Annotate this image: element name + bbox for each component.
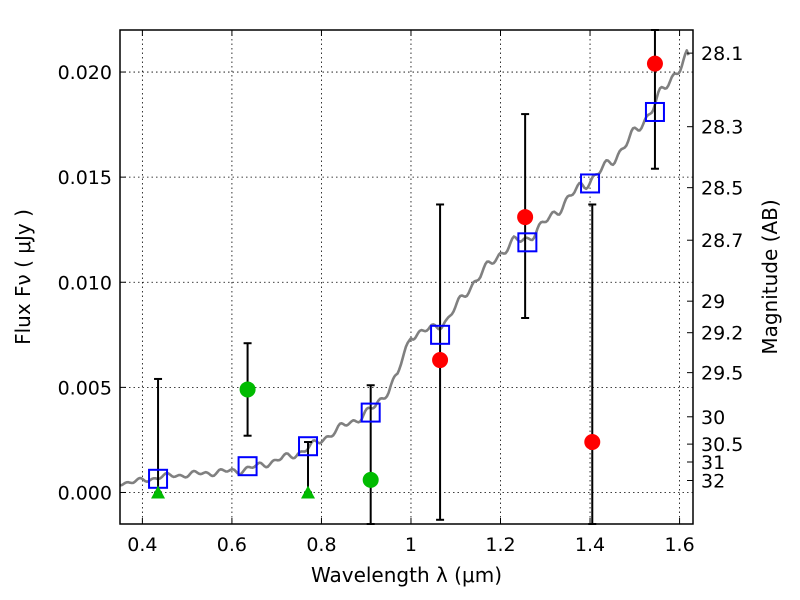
- right-tick-label: 28.1: [701, 43, 743, 65]
- model-flux-point: [580, 173, 601, 194]
- upper-limit-point: [151, 485, 166, 499]
- spectrum-line: [119, 49, 690, 487]
- flux-point: [646, 55, 663, 72]
- right-tick-label: 30: [701, 407, 725, 429]
- y-tick-label: 0.000: [58, 482, 112, 504]
- data-marks: [148, 29, 665, 525]
- flux-point: [362, 471, 379, 488]
- y-tick-label: 0.005: [58, 377, 112, 399]
- y-tick-label: 0.010: [58, 272, 112, 294]
- model-flux-point: [298, 436, 319, 457]
- y-axis-label: Flux Fν ( μJy ): [11, 209, 35, 345]
- flux-point: [517, 209, 534, 226]
- axes: 0.4 0.6 0.8 1 1.2 1.4 1.6 0.000 0.005 0.010 0.015 0…: [58, 30, 743, 556]
- right-tick-label: 28.5: [701, 178, 743, 200]
- x-tick-label: 1.6: [664, 534, 694, 556]
- flux-point: [239, 381, 256, 398]
- model-flux-point: [360, 402, 381, 423]
- right-tick-label: 32: [701, 470, 725, 492]
- x-tick-label: 0.6: [217, 534, 247, 556]
- model-flux-point: [237, 456, 258, 477]
- model-flux-point: [517, 232, 538, 253]
- right-tick-label: 29.2: [701, 323, 743, 345]
- model-flux-point: [644, 101, 665, 122]
- x-tick-label: 1.4: [575, 534, 605, 556]
- y-tick-label: 0.015: [58, 167, 112, 189]
- x-axis-label: Wavelength λ (μm): [311, 563, 502, 587]
- upper-limit-point: [301, 485, 316, 499]
- right-tick-label: 28.7: [701, 230, 743, 252]
- model-spectrum: [119, 49, 690, 487]
- x-tick-label: 1.2: [485, 534, 515, 556]
- right-tick-label: 31: [701, 452, 725, 474]
- grid: [120, 30, 693, 524]
- right-axis-label: Magnitude (AB): [758, 199, 782, 354]
- flux-point: [584, 434, 601, 451]
- x-tick-label: 0.8: [306, 534, 336, 556]
- plot-frame: [119, 29, 694, 525]
- y-tick-label: 0.020: [58, 62, 112, 84]
- right-tick-label: 29.5: [701, 363, 743, 385]
- right-tick-label: 28.3: [701, 117, 743, 139]
- flux-point: [432, 352, 449, 369]
- x-tick-label: 1: [405, 534, 417, 556]
- model-flux-point: [430, 324, 451, 345]
- right-tick-label: 29: [701, 291, 725, 313]
- x-tick-label: 0.4: [127, 534, 157, 556]
- right-tick-label: 30.5: [701, 434, 743, 456]
